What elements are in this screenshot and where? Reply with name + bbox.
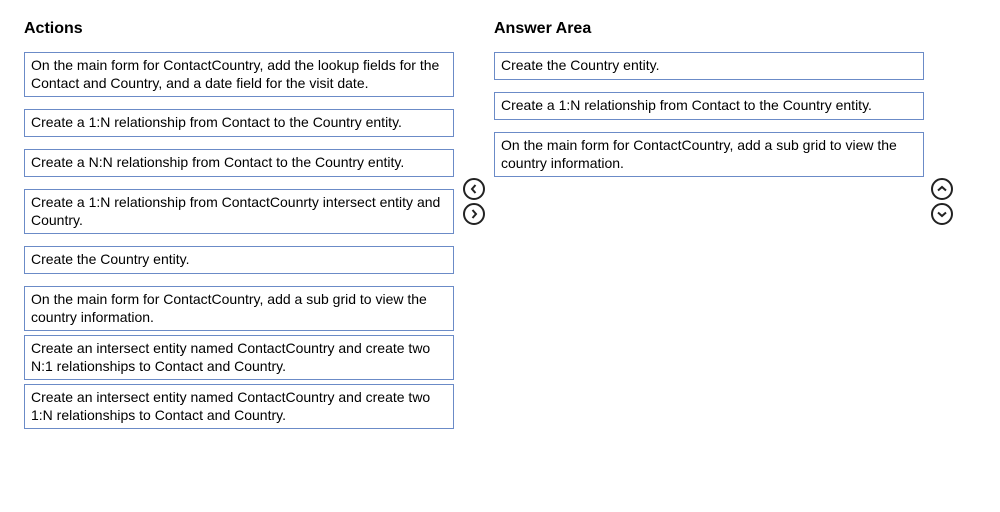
action-item[interactable]: Create a 1:N relationship from ContactCo… [24, 189, 454, 234]
action-item-label: Create an intersect entity named Contact… [31, 389, 447, 424]
drag-drop-container: Actions On the main form for ContactCoun… [24, 20, 976, 429]
action-item[interactable]: Create a N:N relationship from Contact t… [24, 149, 454, 177]
move-left-button[interactable] [463, 178, 485, 200]
answer-heading: Answer Area [494, 20, 924, 38]
answer-item-label: Create the Country entity. [501, 57, 659, 75]
action-item[interactable]: Create an intersect entity named Contact… [24, 335, 454, 380]
action-item[interactable]: Create the Country entity. [24, 246, 454, 274]
answer-item[interactable]: On the main form for ContactCountry, add… [494, 132, 924, 177]
move-right-button[interactable] [463, 203, 485, 225]
action-item-label: Create a N:N relationship from Contact t… [31, 154, 404, 172]
action-item[interactable]: On the main form for ContactCountry, add… [24, 52, 454, 97]
action-item-label: Create a 1:N relationship from Contact t… [31, 114, 402, 132]
action-item-label: Create an intersect entity named Contact… [31, 340, 447, 375]
actions-column: Actions On the main form for ContactCoun… [24, 20, 454, 429]
reorder-arrows [924, 178, 954, 228]
answer-item[interactable]: Create a 1:N relationship from Contact t… [494, 92, 924, 120]
action-item[interactable]: On the main form for ContactCountry, add… [24, 286, 454, 331]
chevron-left-icon [469, 184, 479, 194]
chevron-right-icon [469, 209, 479, 219]
action-item-label: On the main form for ContactCountry, add… [31, 57, 447, 92]
move-arrows [454, 178, 494, 228]
chevron-down-icon [937, 209, 947, 219]
answer-item-label: Create a 1:N relationship from Contact t… [501, 97, 872, 115]
answer-item[interactable]: Create the Country entity. [494, 52, 924, 80]
action-item-label: Create the Country entity. [31, 251, 189, 269]
action-item[interactable]: Create an intersect entity named Contact… [24, 384, 454, 429]
chevron-up-icon [937, 184, 947, 194]
answer-area-column: Answer Area Create the Country entity. C… [494, 20, 924, 177]
action-item[interactable]: Create a 1:N relationship from Contact t… [24, 109, 454, 137]
move-up-button[interactable] [931, 178, 953, 200]
answer-item-label: On the main form for ContactCountry, add… [501, 137, 917, 172]
actions-heading: Actions [24, 20, 454, 38]
move-down-button[interactable] [931, 203, 953, 225]
action-item-label: On the main form for ContactCountry, add… [31, 291, 447, 326]
action-item-label: Create a 1:N relationship from ContactCo… [31, 194, 447, 229]
